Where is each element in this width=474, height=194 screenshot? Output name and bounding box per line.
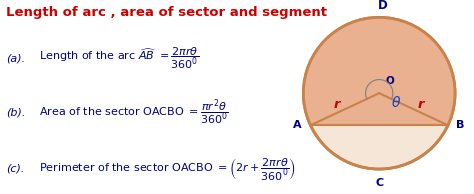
Text: A: A bbox=[293, 120, 301, 130]
Text: r: r bbox=[334, 98, 340, 111]
Text: D: D bbox=[378, 0, 388, 12]
Text: (b).: (b). bbox=[6, 107, 25, 118]
Circle shape bbox=[303, 17, 455, 169]
Text: r: r bbox=[418, 98, 424, 111]
Text: O: O bbox=[385, 76, 394, 86]
Text: Area of the sector OACBO $=\dfrac{\pi r^{2}\theta}{360^{0}}$: Area of the sector OACBO $=\dfrac{\pi r^… bbox=[39, 98, 228, 127]
Polygon shape bbox=[303, 17, 455, 125]
Text: B: B bbox=[456, 120, 464, 130]
Text: (c).: (c). bbox=[6, 164, 24, 174]
Text: (a).: (a). bbox=[6, 53, 25, 63]
Text: Length of the arc $\widehat{AB}$ $=\dfrac{2\pi r\theta}{360^{0}}$: Length of the arc $\widehat{AB}$ $=\dfra… bbox=[39, 46, 199, 71]
Text: Length of arc , area of sector and segment: Length of arc , area of sector and segme… bbox=[6, 6, 327, 19]
Text: C: C bbox=[375, 178, 383, 188]
Text: $\theta$: $\theta$ bbox=[391, 95, 401, 110]
Text: Perimeter of the sector OACBO $= \left(2r + \dfrac{2\pi r\theta}{360^{0}}\right): Perimeter of the sector OACBO $= \left(2… bbox=[39, 156, 296, 182]
